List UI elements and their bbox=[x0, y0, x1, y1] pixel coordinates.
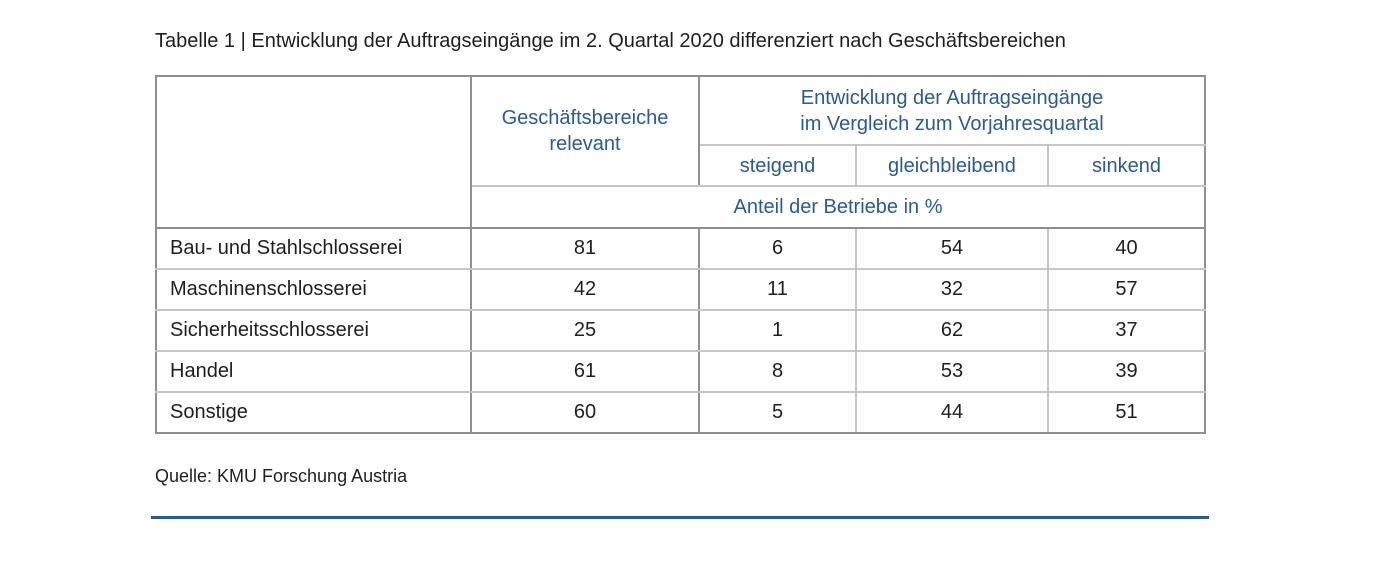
cell-rising: 1 bbox=[698, 309, 857, 352]
cell-rising: 6 bbox=[698, 227, 857, 270]
header-corner-cell bbox=[155, 75, 472, 229]
table-row: Handel 61 8 53 39 bbox=[155, 350, 1206, 393]
cell-rising: 5 bbox=[698, 391, 857, 434]
cell-relevant: 42 bbox=[470, 268, 700, 311]
bottom-rule bbox=[151, 516, 1209, 519]
table-row: Sonstige 60 5 44 51 bbox=[155, 391, 1206, 434]
table-caption: Tabelle 1 | Entwicklung der Auftragseing… bbox=[155, 30, 1066, 52]
cell-falling: 51 bbox=[1047, 391, 1206, 434]
cell-relevant: 81 bbox=[470, 227, 700, 270]
header-development-group: Entwicklung der Auftragseingänge im Verg… bbox=[698, 75, 1206, 146]
cell-constant: 32 bbox=[855, 268, 1049, 311]
cell-relevant: 61 bbox=[470, 350, 700, 393]
source-note: Quelle: KMU Forschung Austria bbox=[155, 466, 408, 486]
cell-constant: 53 bbox=[855, 350, 1049, 393]
header-unit: Anteil der Betriebe in % bbox=[470, 185, 1206, 229]
header-col-rising: steigend bbox=[698, 144, 857, 187]
header-col-falling: sinkend bbox=[1047, 144, 1206, 187]
row-label: Sicherheitsschlosserei bbox=[155, 309, 472, 352]
row-label: Handel bbox=[155, 350, 472, 393]
order-intake-table: Geschäftsbereiche relevant Entwicklung d… bbox=[155, 75, 1206, 434]
cell-constant: 62 bbox=[855, 309, 1049, 352]
cell-falling: 37 bbox=[1047, 309, 1206, 352]
header-group-line1: Entwicklung der Auftragseingänge bbox=[800, 86, 1104, 109]
table-row: Maschinenschlosserei 42 11 32 57 bbox=[155, 268, 1206, 311]
cell-rising: 8 bbox=[698, 350, 857, 393]
table-row: Bau- und Stahlschlosserei 81 6 54 40 bbox=[155, 227, 1206, 270]
row-label: Bau- und Stahlschlosserei bbox=[155, 227, 472, 270]
cell-relevant: 25 bbox=[470, 309, 700, 352]
cell-falling: 40 bbox=[1047, 227, 1206, 270]
header-group-line2: im Vergleich zum Vorjahresquartal bbox=[800, 112, 1104, 135]
cell-rising: 11 bbox=[698, 268, 857, 311]
cell-falling: 57 bbox=[1047, 268, 1206, 311]
row-label: Maschinenschlosserei bbox=[155, 268, 472, 311]
cell-constant: 54 bbox=[855, 227, 1049, 270]
cell-constant: 44 bbox=[855, 391, 1049, 434]
header-relevant-line2: relevant bbox=[549, 133, 621, 155]
cell-relevant: 60 bbox=[470, 391, 700, 434]
cell-falling: 39 bbox=[1047, 350, 1206, 393]
table-row: Sicherheitsschlosserei 25 1 62 37 bbox=[155, 309, 1206, 352]
header-relevant-line1: Geschäftsbereiche bbox=[501, 107, 669, 129]
header-col-constant: gleichbleibend bbox=[855, 144, 1049, 187]
header-relevant: Geschäftsbereiche relevant bbox=[470, 75, 700, 187]
row-label: Sonstige bbox=[155, 391, 472, 434]
